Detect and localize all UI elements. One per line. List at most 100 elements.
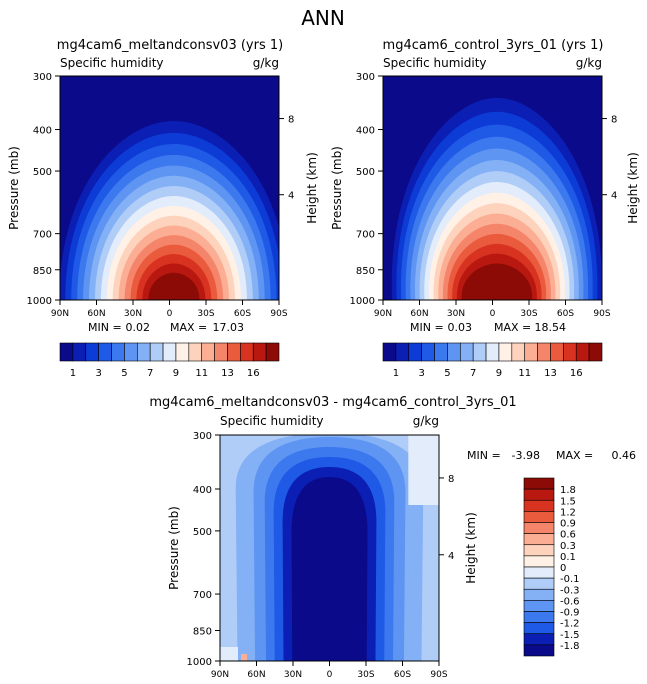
field-band	[461, 263, 533, 300]
max-value: 0.46	[612, 449, 637, 462]
y2-tick-label: 4	[288, 191, 294, 202]
colorbar-swatch	[563, 342, 577, 362]
min-value: 0.02	[126, 321, 151, 334]
colorbar-swatch	[472, 342, 487, 362]
field-band	[241, 654, 247, 661]
panel-title: mg4cam6_meltandconsv03 - mg4cam6_control…	[149, 395, 516, 410]
max-value: 18.54	[535, 321, 567, 334]
colorbar-label: 0.1	[560, 552, 576, 563]
x-tick-label: 0	[327, 670, 333, 680]
x-tick-label: 90S	[270, 309, 287, 319]
y-tick-label: 850	[356, 266, 375, 277]
max-label: MAX =	[494, 321, 531, 334]
colorbar-swatch	[201, 342, 215, 362]
colorbar-swatch	[523, 488, 555, 501]
colorbar: 1 3 5 7 9 11 13 16	[59, 342, 280, 379]
colorbar-swatch	[124, 342, 138, 362]
colorbar-label: 3	[95, 368, 101, 379]
x-tick-label: 0	[167, 309, 173, 319]
colorbar-swatch	[136, 342, 151, 362]
panel-difference: mg4cam6_meltandconsv03 - mg4cam6_control…	[149, 395, 636, 680]
colorbar-label: 5	[444, 368, 450, 379]
y-tick-label: 300	[356, 72, 375, 83]
colorbar-swatch	[395, 342, 410, 362]
colorbar-label: 5	[121, 368, 127, 379]
colorbar-label: 1.8	[560, 485, 576, 496]
colorbar-label: 13	[544, 368, 557, 379]
y-tick-label: 500	[193, 527, 212, 538]
humidity-field	[383, 76, 602, 300]
y2-axis-label: Height (km)	[305, 152, 319, 223]
x-tick-label: 0	[490, 309, 496, 319]
min-value: -3.98	[512, 449, 540, 462]
colorbar-label: -0.3	[560, 585, 580, 596]
colorbar-swatch	[59, 342, 74, 362]
x-tick-label: 30N	[124, 309, 142, 319]
y-tick-label: 400	[193, 485, 212, 496]
y-axis-label: Pressure (mb)	[330, 146, 344, 230]
colorbar-swatch	[523, 611, 555, 623]
colorbar-swatch	[459, 342, 474, 362]
colorbar-swatch	[162, 342, 177, 362]
x-tick-label: 90N	[374, 309, 392, 319]
y-tick-label: 300	[193, 431, 212, 442]
y2-tick-label: 4	[448, 551, 454, 562]
field-band	[148, 272, 200, 300]
y-tick-label: 700	[356, 230, 375, 241]
colorbar-label: -1.5	[560, 630, 580, 641]
min-label: MIN =	[410, 321, 444, 334]
colorbar-swatch	[523, 555, 555, 568]
x-tick-label: 60S	[557, 309, 574, 319]
colorbar-label: 9	[173, 368, 179, 379]
colorbar-swatch	[72, 342, 87, 362]
colorbar-swatch	[523, 533, 555, 546]
panel-title: mg4cam6_meltandconsv03 (yrs 1)	[57, 38, 283, 53]
colorbar-label: 3	[418, 368, 424, 379]
colorbar-swatch	[523, 511, 555, 523]
colorbar-label: 0	[560, 563, 566, 574]
colorbar-swatch	[523, 644, 555, 657]
colorbar-swatch	[434, 342, 448, 362]
colorbar-swatch	[175, 342, 190, 362]
colorbar-label: -1.2	[560, 619, 580, 630]
x-tick-label: 30S	[197, 309, 214, 319]
panel-meltandconsv: mg4cam6_meltandconsv03 (yrs 1) Specific …	[7, 38, 319, 379]
y2-tick-label: 8	[611, 115, 617, 126]
colorbar-label: 9	[496, 368, 502, 379]
colorbar-swatch	[265, 342, 280, 362]
colorbar-swatch	[382, 342, 397, 362]
colorbar-swatch	[240, 342, 254, 362]
colorbar-label: 16	[570, 368, 583, 379]
colorbar-swatch	[98, 342, 112, 362]
page-title: ANN	[301, 6, 345, 30]
colorbar-swatch	[523, 544, 555, 557]
colorbar-swatch	[408, 342, 422, 362]
colorbar-swatch	[523, 477, 555, 490]
x-tick-label: 60N	[247, 670, 265, 680]
colorbar-swatch	[498, 342, 513, 362]
y2-axis-label: Height (km)	[464, 512, 478, 583]
y-tick-label: 500	[33, 167, 52, 178]
colorbar-swatch	[523, 622, 555, 635]
difference-field	[220, 435, 439, 661]
colorbar-swatch	[523, 600, 555, 612]
colorbar-label: 0.3	[560, 541, 576, 552]
colorbar-label: 7	[470, 368, 476, 379]
field-band	[220, 647, 238, 661]
colorbar-label: -0.1	[560, 574, 580, 585]
min-label: MIN =	[88, 321, 122, 334]
y2-axis-label: Height (km)	[626, 152, 640, 223]
colorbar-swatch	[537, 342, 551, 362]
colorbar-swatch	[485, 342, 500, 362]
units-label: g/kg	[576, 56, 602, 70]
colorbar-swatch	[575, 342, 590, 362]
colorbar-swatch	[511, 342, 526, 362]
colorbar-swatch	[524, 342, 538, 362]
variable-label: Specific humidity	[383, 56, 487, 70]
colorbar-label: 1.2	[560, 507, 576, 518]
colorbar-label: -0.6	[560, 596, 580, 607]
colorbar-swatch	[523, 522, 555, 534]
colorbar-label: 13	[221, 368, 234, 379]
colorbar-swatch	[85, 342, 99, 362]
